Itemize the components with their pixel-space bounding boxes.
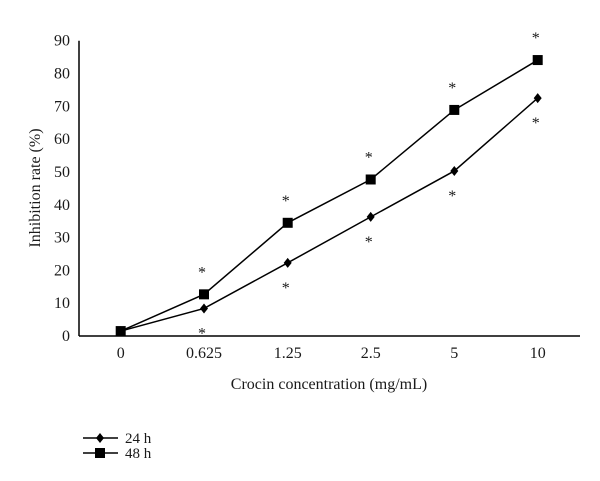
series-line: [120, 97, 539, 332]
y-tick-label: 90: [54, 33, 70, 50]
data-point: [366, 211, 375, 222]
significance-marker: *: [448, 80, 456, 97]
series-24h: * * * * *: [116, 93, 542, 342]
significance-marker: *: [198, 264, 206, 281]
significance-marker: *: [365, 149, 373, 166]
series-line: [120, 59, 539, 332]
data-point: [365, 174, 376, 185]
y-tick-label: 50: [54, 164, 70, 181]
x-tick-label: 10: [530, 345, 546, 362]
y-tick-label: 80: [54, 66, 70, 83]
axes: [78, 40, 580, 337]
data-point: [199, 289, 209, 300]
y-tick-label: 0: [62, 328, 70, 345]
y-tick-label: 30: [54, 230, 70, 247]
legend: 24 h48 h: [83, 431, 152, 462]
data-point: [533, 93, 542, 104]
y-tick-label: 60: [54, 131, 70, 148]
x-axis-label: Crocin concentration (mg/mL): [231, 376, 427, 393]
y-tick-label: 20: [54, 262, 70, 279]
series-48h: * * * * *: [115, 30, 543, 337]
significance-marker: *: [282, 280, 290, 297]
tick-labels: 0 10 20 30 40 50 60 70 80 90 0 0.625 1.25 2.5 5 10: [54, 33, 546, 362]
x-tick-label: 2.5: [361, 345, 381, 362]
y-tick-label: 10: [54, 295, 70, 312]
legend-item: 24 h: [83, 431, 152, 447]
data-point: [449, 104, 460, 115]
series-layer: * * * * * * * * * *: [115, 30, 543, 342]
significance-marker: *: [448, 188, 456, 205]
x-tick-label: 5: [450, 345, 458, 362]
data-point: [200, 303, 208, 314]
data-point: [532, 55, 543, 66]
x-tick-label: 0.625: [186, 345, 222, 362]
x-tick-label: 0: [117, 345, 125, 362]
y-tick-label: 40: [54, 197, 70, 214]
significance-marker: *: [365, 234, 373, 251]
data-point: [283, 257, 292, 268]
square-marker-icon: [95, 448, 105, 458]
legend-label: 48 h: [125, 446, 152, 462]
legend-item: 48 h: [83, 446, 152, 462]
legend-label: 24 h: [125, 431, 152, 447]
significance-marker: *: [532, 30, 540, 47]
significance-marker: *: [532, 115, 540, 132]
significance-marker: *: [198, 325, 206, 342]
data-point: [282, 217, 293, 228]
diamond-marker-icon: [96, 433, 104, 443]
y-tick-label: 70: [54, 98, 70, 115]
x-tick-label: 1.25: [274, 345, 302, 362]
data-point: [115, 326, 126, 337]
significance-marker: *: [282, 193, 290, 210]
y-axis-label: Inhibition rate (%): [27, 128, 44, 247]
data-point: [450, 165, 459, 176]
